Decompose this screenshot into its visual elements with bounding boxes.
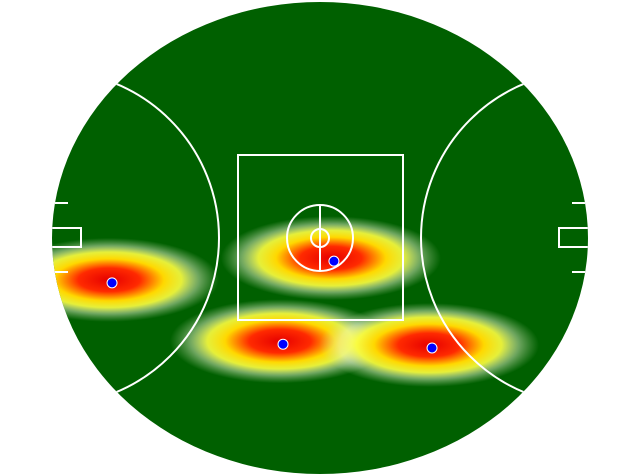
left-arc — [52, 70, 220, 406]
points — [106, 255, 438, 354]
point — [328, 255, 340, 267]
field-lines — [52, 70, 588, 406]
goal-square — [558, 227, 588, 248]
centre-square — [237, 154, 404, 321]
right-arc — [420, 70, 588, 406]
point — [106, 277, 118, 289]
point — [426, 342, 438, 354]
point — [277, 338, 289, 350]
goal-square — [52, 227, 82, 248]
